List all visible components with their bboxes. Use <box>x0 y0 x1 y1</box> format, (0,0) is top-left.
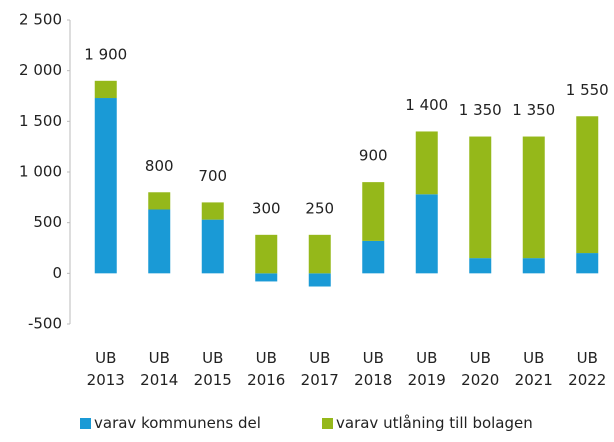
x-tick-label: UB 2020 <box>461 349 500 389</box>
x-tick-label: UB 2015 <box>193 349 232 389</box>
bar-segment <box>201 219 224 274</box>
bar-segment <box>148 192 171 210</box>
x-tick-label: UB 2019 <box>407 349 446 389</box>
bar-segment <box>415 194 438 274</box>
total-label: 900 <box>359 147 388 165</box>
y-tick-label: 500 <box>33 213 62 231</box>
bar-segment <box>94 80 117 99</box>
total-label: 1 350 <box>512 101 555 119</box>
total-label: 1 900 <box>84 45 127 63</box>
y-tick-label: 1 000 <box>19 163 62 181</box>
bar-segment <box>362 182 385 241</box>
bar-segment <box>576 116 599 254</box>
x-tick-label: UB 2021 <box>514 349 553 389</box>
bar-segment <box>415 131 438 195</box>
x-tick-label: UB 2013 <box>86 349 125 389</box>
bar-segment <box>255 234 278 274</box>
y-tick-label: 0 <box>52 264 62 282</box>
legend-item: varav utlåning till bolagen <box>322 414 533 432</box>
total-label: 300 <box>252 199 281 217</box>
bar-segment <box>308 234 331 274</box>
legend-label: varav utlåning till bolagen <box>336 414 533 432</box>
total-label: 1 350 <box>459 101 502 119</box>
bar-segment <box>362 240 385 274</box>
bar-segment <box>308 273 331 287</box>
y-tick-label: -500 <box>28 315 62 333</box>
x-tick-label: UB 2016 <box>247 349 286 389</box>
bar-segment <box>522 258 545 274</box>
bar-segment <box>148 209 171 274</box>
total-label: 700 <box>198 167 227 185</box>
total-label: 800 <box>145 157 174 175</box>
legend-swatch <box>80 417 91 429</box>
total-label: 250 <box>305 199 334 217</box>
bar-segment <box>94 98 117 274</box>
legend-item: varav kommunens del <box>80 414 261 432</box>
x-tick-label: UB 2022 <box>568 349 607 389</box>
total-label: 1 550 <box>566 81 609 99</box>
bar-segment <box>469 258 492 274</box>
bar-segment <box>469 136 492 259</box>
bar-segment <box>576 253 599 274</box>
bar-segment <box>255 273 278 282</box>
x-tick-label: UB 2018 <box>354 349 393 389</box>
y-tick-label: 2 000 <box>19 61 62 79</box>
legend-label: varav kommunens del <box>94 414 261 432</box>
x-tick-label: UB 2017 <box>300 349 339 389</box>
bar-segment <box>522 136 545 259</box>
bar-segment <box>201 202 224 220</box>
legend-swatch <box>322 417 333 429</box>
x-tick-label: UB 2014 <box>140 349 179 389</box>
y-tick-label: 2 500 <box>19 11 62 29</box>
y-tick-label: 1 500 <box>19 112 62 130</box>
total-label: 1 400 <box>405 96 448 114</box>
